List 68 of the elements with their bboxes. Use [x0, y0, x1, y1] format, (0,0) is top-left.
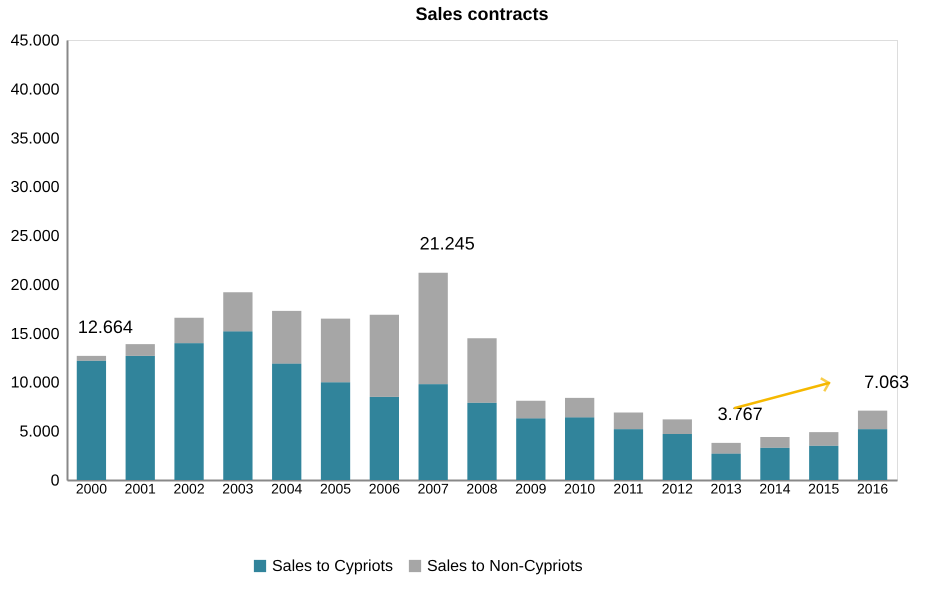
bar — [223, 292, 253, 332]
y-tick-label: 30.000 — [10, 179, 60, 196]
legend-label: Sales to Cypriots — [272, 558, 393, 575]
x-tick-label: 2008 — [466, 480, 498, 496]
y-tick-label: 40.000 — [10, 81, 60, 98]
bar — [809, 432, 838, 446]
x-tick-label: 2003 — [222, 480, 254, 496]
bar — [565, 417, 594, 480]
bar — [614, 429, 644, 480]
bar — [711, 454, 741, 480]
bar — [516, 418, 546, 480]
bar — [858, 429, 888, 480]
bar — [711, 442, 741, 454]
y-tick-label: 35.000 — [10, 130, 60, 148]
x-tick-label: 2004 — [271, 480, 302, 496]
bar — [467, 402, 497, 480]
bar — [370, 314, 399, 397]
bar — [370, 396, 399, 480]
x-tick-label: 2015 — [808, 480, 840, 496]
y-tick-label: 10.000 — [10, 374, 60, 392]
x-tick-label: 2007 — [418, 480, 449, 496]
bar — [174, 318, 204, 344]
annotation: 7.063 — [864, 372, 910, 392]
bar — [418, 384, 448, 480]
bar — [223, 331, 253, 480]
x-tick-label: 2014 — [759, 480, 791, 496]
x-tick-label: 2002 — [173, 480, 205, 496]
y-tick-label: 0 — [50, 472, 60, 490]
bar — [516, 400, 546, 418]
bar — [614, 412, 644, 430]
bar — [76, 356, 106, 361]
x-tick-label: 2001 — [124, 480, 156, 496]
chart-title: Sales contracts — [415, 4, 549, 24]
x-tick-label: 2006 — [368, 480, 400, 496]
bar — [418, 272, 448, 384]
y-tick-label: 45.000 — [10, 32, 60, 50]
bar — [467, 338, 497, 403]
x-tick-label: 2013 — [710, 480, 742, 496]
y-tick-label: 25.000 — [10, 228, 60, 246]
legend-label: Sales to Non-Cypriots — [427, 558, 583, 575]
x-tick-label: 2010 — [564, 480, 596, 496]
annotation: 3.767 — [718, 404, 763, 424]
bar — [858, 410, 888, 430]
bar — [320, 382, 350, 480]
y-tick-label: 15.000 — [10, 326, 60, 343]
x-tick-label: 2012 — [662, 480, 694, 496]
bar — [272, 364, 302, 480]
bar — [662, 419, 692, 434]
x-tick-label: 2016 — [857, 480, 888, 496]
x-tick-label: 2000 — [76, 480, 108, 496]
x-tick-label: 2011 — [613, 480, 644, 496]
annotation: 12.664 — [78, 317, 133, 338]
x-tick-label: 2005 — [320, 480, 352, 496]
bar — [760, 436, 790, 448]
y-tick-label: 20.000 — [10, 276, 60, 294]
bar — [126, 356, 155, 480]
x-tick-label: 2009 — [515, 480, 547, 496]
bar — [809, 446, 838, 480]
bar — [565, 398, 594, 418]
bar — [76, 360, 106, 480]
bar — [320, 318, 350, 382]
annotation: 21.245 — [420, 233, 475, 254]
y-tick-label: 5.000 — [19, 424, 60, 441]
bar — [760, 448, 790, 480]
bar — [174, 343, 204, 480]
bar — [272, 310, 302, 364]
bar — [126, 344, 155, 356]
bar — [662, 434, 692, 480]
